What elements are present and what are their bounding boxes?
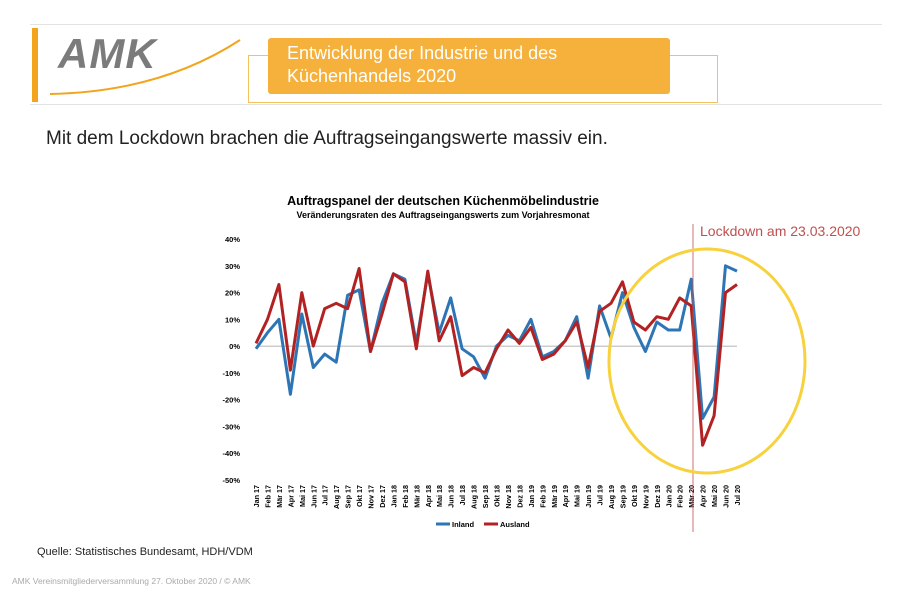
lockdown-highlight-ellipse [607, 247, 807, 475]
x-tick-label: Jul 20 [733, 485, 742, 505]
x-tick-label: Aug 18 [470, 485, 479, 509]
x-tick-label: Apr 20 [699, 485, 708, 507]
x-tick-label: Nov 19 [641, 485, 650, 509]
x-tick-label: Sep 19 [618, 485, 627, 508]
x-tick-label: Jan 18 [389, 485, 398, 507]
y-tick-label: 20% [225, 289, 240, 298]
x-tick-label: Dez 17 [378, 485, 387, 508]
x-tick-label: Sep 18 [481, 485, 490, 508]
y-tick-label: -50% [222, 476, 240, 485]
legend-label: Ausland [500, 520, 530, 529]
x-tick-label: Jun 18 [447, 485, 456, 508]
x-tick-label: Apr 17 [286, 485, 295, 507]
x-tick-label: Jul 18 [458, 485, 467, 505]
x-tick-label: Mai 19 [573, 485, 582, 507]
x-tick-label: Aug 19 [607, 485, 616, 509]
x-tick-label: Feb 20 [676, 485, 685, 508]
x-tick-label: Nov 17 [367, 485, 376, 509]
legend-label: Inland [452, 520, 475, 529]
x-tick-label: Jul 19 [596, 485, 605, 505]
slide-title-line1: Entwicklung der Industrie und des [287, 43, 558, 63]
x-tick-label: Nov 18 [504, 485, 513, 509]
chart-title: Auftragspanel der deutschen Küchenmöbeli… [287, 194, 599, 208]
logo-swoosh-icon [49, 39, 241, 95]
x-tick-label: Mär 19 [550, 485, 559, 508]
logo-accent-bar [32, 28, 38, 102]
footer-text: AMK Vereinsmitgliederversammlung 27. Okt… [12, 576, 251, 586]
y-tick-label: 30% [225, 262, 240, 271]
x-tick-label: Jun 17 [309, 485, 318, 508]
header-top-rule [30, 24, 882, 25]
chart-subtitle: Veränderungsraten des Auftragseingangswe… [296, 210, 589, 220]
amk-logo: AMK [58, 30, 157, 77]
y-tick-label: -40% [222, 449, 240, 458]
x-tick-label: Okt 17 [355, 485, 364, 507]
y-tick-label: -10% [222, 369, 240, 378]
y-tick-label: 10% [225, 315, 240, 324]
series-line-ausland [254, 267, 738, 447]
y-tick-label: -30% [222, 422, 240, 431]
y-tick-label: 0% [229, 342, 240, 351]
x-tick-label: Mai 20 [710, 485, 719, 507]
x-tick-label: Okt 19 [630, 485, 639, 507]
x-tick-label: Dez 19 [653, 485, 662, 508]
source-note: Quelle: Statistisches Bundesamt, HDH/VDM [37, 546, 253, 558]
slide-title: Entwicklung der Industrie und des Küchen… [287, 42, 667, 88]
x-tick-label: Feb 19 [538, 485, 547, 508]
slide-subtitle: Mit dem Lockdown brachen die Auftragsein… [46, 128, 608, 149]
title-banner [268, 38, 670, 94]
lockdown-annotation: Lockdown am 23.03.2020 [700, 223, 861, 239]
header-bottom-rule [30, 104, 882, 105]
x-tick-label: Mai 18 [435, 485, 444, 507]
x-tick-label: Aug 17 [332, 485, 341, 509]
x-tick-label: Jan 17 [252, 485, 261, 507]
series-line-inland [254, 264, 738, 420]
x-tick-label: Jan 19 [527, 485, 536, 507]
x-tick-label: Feb 18 [401, 485, 410, 508]
x-tick-label: Apr 19 [561, 485, 570, 507]
x-tick-label: Feb 17 [263, 485, 272, 508]
x-tick-label: Mär 17 [275, 485, 284, 508]
x-tick-label: Mär 18 [412, 485, 421, 508]
y-tick-label: 40% [225, 235, 240, 244]
x-tick-label: Jan 20 [664, 485, 673, 507]
x-tick-label: Sep 17 [344, 485, 353, 508]
y-tick-label: -20% [222, 396, 240, 405]
x-tick-label: Mai 17 [298, 485, 307, 507]
x-tick-label: Dez 18 [515, 485, 524, 508]
x-tick-label: Apr 18 [424, 485, 433, 507]
x-tick-label: Okt 18 [493, 485, 502, 507]
x-tick-label: Jun 19 [584, 485, 593, 508]
slide-title-line2: Küchenhandels 2020 [287, 66, 457, 86]
x-tick-label: Jun 20 [722, 485, 731, 508]
x-tick-label: Jul 17 [321, 485, 330, 505]
x-tick-label: Mär 20 [687, 485, 696, 508]
